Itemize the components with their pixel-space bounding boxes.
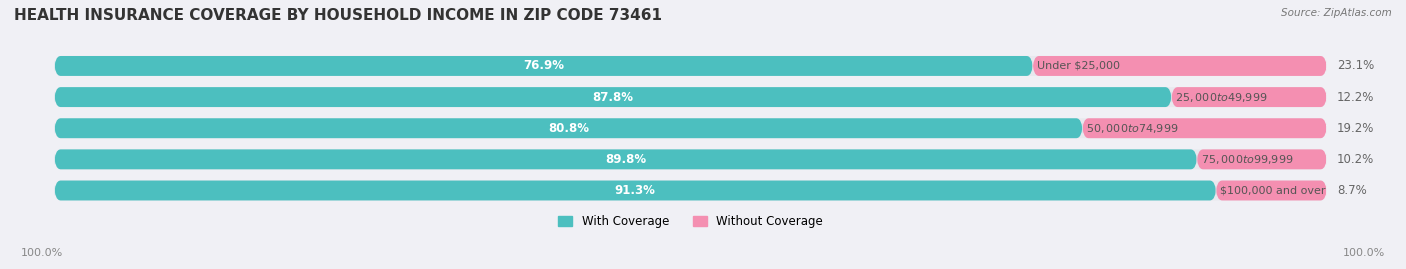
FancyBboxPatch shape: [55, 149, 1197, 169]
Text: Source: ZipAtlas.com: Source: ZipAtlas.com: [1281, 8, 1392, 18]
Text: 80.8%: 80.8%: [548, 122, 589, 135]
Text: 100.0%: 100.0%: [21, 248, 63, 258]
Text: $50,000 to $74,999: $50,000 to $74,999: [1087, 122, 1178, 135]
Text: 100.0%: 100.0%: [1343, 248, 1385, 258]
FancyBboxPatch shape: [1032, 56, 1327, 76]
Text: Under $25,000: Under $25,000: [1036, 61, 1119, 71]
Text: 10.2%: 10.2%: [1337, 153, 1374, 166]
FancyBboxPatch shape: [55, 87, 1327, 107]
Text: 23.1%: 23.1%: [1337, 59, 1374, 72]
Text: 12.2%: 12.2%: [1337, 91, 1374, 104]
Text: HEALTH INSURANCE COVERAGE BY HOUSEHOLD INCOME IN ZIP CODE 73461: HEALTH INSURANCE COVERAGE BY HOUSEHOLD I…: [14, 8, 662, 23]
Text: 91.3%: 91.3%: [614, 184, 655, 197]
FancyBboxPatch shape: [55, 56, 1327, 76]
FancyBboxPatch shape: [55, 180, 1216, 200]
FancyBboxPatch shape: [1216, 180, 1327, 200]
Legend: With Coverage, Without Coverage: With Coverage, Without Coverage: [554, 210, 828, 232]
FancyBboxPatch shape: [55, 87, 1171, 107]
Text: 76.9%: 76.9%: [523, 59, 564, 72]
FancyBboxPatch shape: [55, 149, 1327, 169]
FancyBboxPatch shape: [1171, 87, 1327, 107]
Text: $75,000 to $99,999: $75,000 to $99,999: [1201, 153, 1294, 166]
Text: $25,000 to $49,999: $25,000 to $49,999: [1175, 91, 1268, 104]
FancyBboxPatch shape: [1083, 118, 1327, 138]
FancyBboxPatch shape: [55, 118, 1327, 138]
FancyBboxPatch shape: [55, 118, 1083, 138]
FancyBboxPatch shape: [1197, 149, 1327, 169]
Text: 89.8%: 89.8%: [605, 153, 647, 166]
FancyBboxPatch shape: [55, 56, 1033, 76]
Text: 87.8%: 87.8%: [592, 91, 634, 104]
FancyBboxPatch shape: [55, 180, 1327, 200]
Text: 19.2%: 19.2%: [1337, 122, 1374, 135]
Text: $100,000 and over: $100,000 and over: [1220, 186, 1326, 196]
Text: 8.7%: 8.7%: [1337, 184, 1367, 197]
